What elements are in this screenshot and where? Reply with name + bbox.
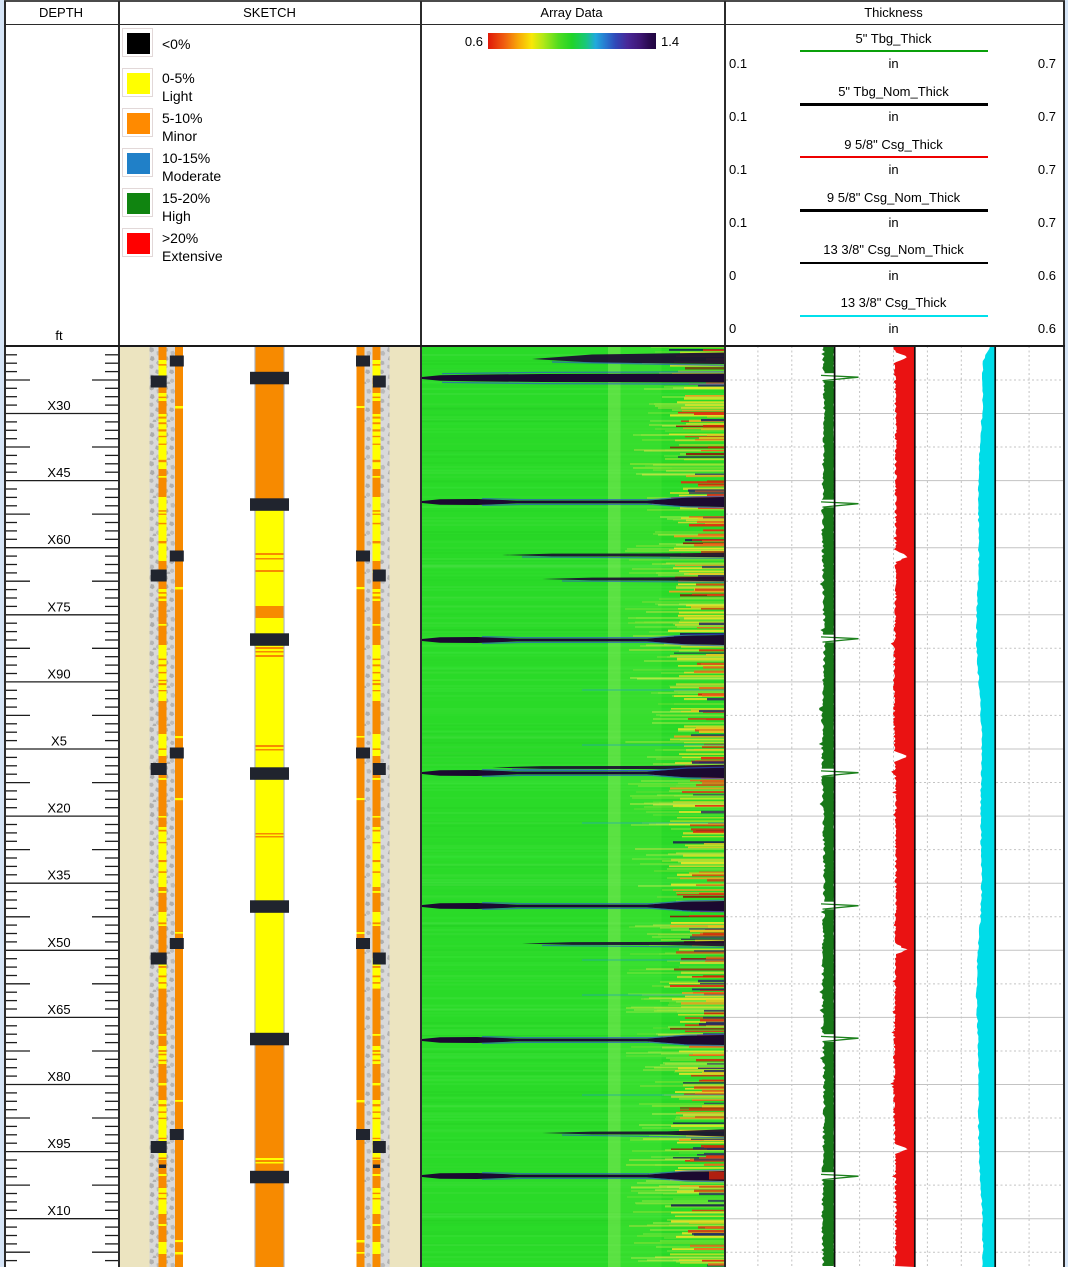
svg-text:X35: X35 [47,868,70,883]
svg-text:X20: X20 [47,801,70,816]
svg-text:X45: X45 [47,465,70,480]
svg-text:X80: X80 [47,1069,70,1084]
svg-text:X10: X10 [47,1203,70,1218]
svg-text:X50: X50 [47,935,70,950]
svg-text:X75: X75 [47,599,70,614]
svg-text:X60: X60 [47,532,70,547]
svg-text:X5: X5 [51,734,67,749]
svg-text:X65: X65 [47,1002,70,1017]
svg-text:X30: X30 [47,398,70,413]
svg-text:X90: X90 [47,666,70,681]
svg-text:X95: X95 [47,1136,70,1151]
